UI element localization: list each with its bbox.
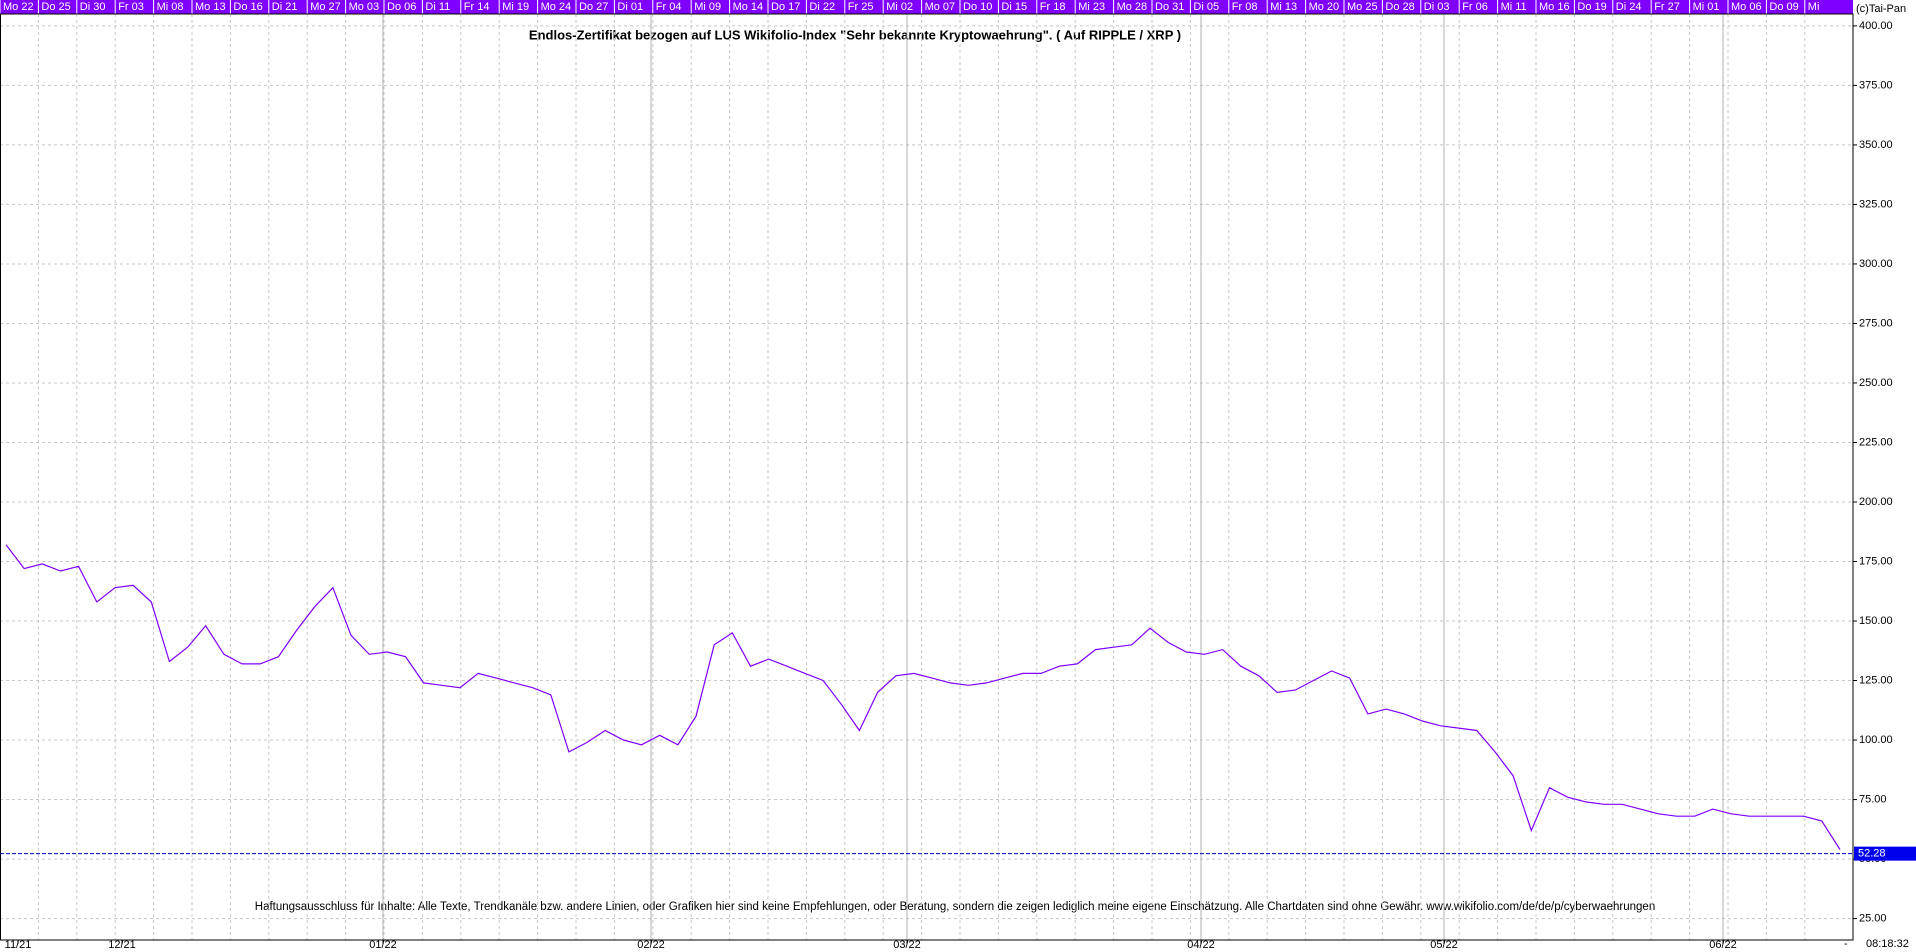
date-label: Fr 03 — [118, 1, 144, 13]
date-label: Fr 14 — [464, 1, 490, 13]
date-label: Mo 07 — [925, 1, 956, 13]
date-label: Mo 20 — [1309, 1, 1340, 13]
date-label: Mi 01 — [1693, 1, 1720, 13]
x-tick-label: 04/22 — [1187, 939, 1215, 951]
y-tick-label: 125.00 — [1859, 674, 1893, 686]
last-value-box — [1854, 846, 1916, 861]
date-label: Mi 23 — [1078, 1, 1105, 13]
y-tick-label: 400.00 — [1859, 20, 1893, 32]
date-label: Mi — [1808, 1, 1820, 13]
y-tick-label: 375.00 — [1859, 79, 1893, 91]
date-label: Di 21 — [272, 1, 298, 13]
date-label: Mo 03 — [349, 1, 380, 13]
date-label: Di 11 — [425, 1, 450, 13]
date-label: Mi 02 — [886, 1, 913, 13]
date-label: Mo 25 — [1347, 1, 1378, 13]
date-label: Di 15 — [1001, 1, 1027, 13]
x-tick-label: 05/22 — [1430, 939, 1458, 951]
date-label: Do 31 — [1155, 1, 1184, 13]
date-label: Di 22 — [809, 1, 835, 13]
plot-frame — [0, 13, 1854, 941]
x-tick-label: 01/22 — [369, 939, 397, 951]
date-label: Do 09 — [1769, 1, 1798, 13]
date-label: Mo 24 — [541, 1, 572, 13]
date-label: Di 03 — [1424, 1, 1450, 13]
date-label: Di 05 — [1193, 1, 1219, 13]
date-label: Fr 25 — [848, 1, 874, 13]
y-tick-label: 75.00 — [1859, 793, 1887, 805]
date-label: Do 17 — [771, 1, 800, 13]
date-label: Mo 13 — [195, 1, 226, 13]
x-tick-label: 02/22 — [637, 939, 665, 951]
date-label: Mo 06 — [1731, 1, 1762, 13]
date-label: Fr 27 — [1654, 1, 1680, 13]
date-label: Mo 28 — [1117, 1, 1148, 13]
date-label: Mi 11 — [1501, 1, 1527, 13]
date-label: Do 06 — [387, 1, 416, 13]
disclaimer: Haftungsausschluss für Inhalte: Alle Tex… — [255, 901, 1655, 913]
date-label: Mo 16 — [1539, 1, 1570, 13]
x-tick-label: 03/22 — [893, 939, 921, 951]
date-label: Di 24 — [1616, 1, 1642, 13]
date-label: Fr 04 — [656, 1, 682, 13]
date-label: Do 10 — [963, 1, 992, 13]
date-label: Mi 13 — [1270, 1, 1297, 13]
y-tick-label: 150.00 — [1859, 615, 1893, 627]
date-label: Fr 08 — [1232, 1, 1258, 13]
y-tick-label: 350.00 — [1859, 139, 1893, 151]
clock: 08:18:32 — [1866, 938, 1909, 950]
y-tick-label: 250.00 — [1859, 377, 1893, 389]
date-label: Mo 22 — [3, 1, 34, 13]
date-bar: Mo 22 Do 25 Di 30 Fr 03 Mi 08 Mo 13 Do 16 Di 21… — [0, 0, 1853, 14]
copyright: (c)Tai-Pan — [1856, 3, 1906, 15]
y-tick-label: 300.00 — [1859, 258, 1893, 270]
y-tick-label: 100.00 — [1859, 734, 1893, 746]
date-label: Mi 19 — [502, 1, 529, 13]
price-line — [5, 544, 1841, 850]
date-label: Do 25 — [41, 1, 70, 13]
date-label: Mi 08 — [157, 1, 184, 13]
axis-end-marker: - — [1844, 938, 1848, 950]
y-tick-label: 325.00 — [1859, 198, 1893, 210]
date-bar-bg — [0, 0, 1853, 14]
y-tick-label: 225.00 — [1859, 436, 1893, 448]
date-label: Mo 27 — [310, 1, 341, 13]
y-tick-label: 200.00 — [1859, 496, 1893, 508]
date-label: Mo 14 — [733, 1, 764, 13]
y-tick-label: 175.00 — [1859, 555, 1893, 567]
y-tick-label: 275.00 — [1859, 317, 1893, 329]
x-tick-label: 11/21 — [5, 939, 32, 951]
last-value-label: 52.28 — [1858, 848, 1886, 860]
chart-title: Endlos-Zertifikat bezogen auf LUS Wikifo… — [529, 27, 1181, 42]
date-label: Mi 09 — [694, 1, 721, 13]
y-tick-label: 25.00 — [1859, 912, 1887, 924]
date-label: Di 30 — [80, 1, 106, 13]
x-tick-label: 06/22 — [1709, 939, 1737, 951]
x-tick-label: 12/21 — [108, 939, 136, 951]
date-label: Do 19 — [1577, 1, 1606, 13]
date-label: Do 16 — [233, 1, 262, 13]
date-label: Fr 18 — [1040, 1, 1066, 13]
date-label: Do 27 — [579, 1, 608, 13]
date-label: Di 01 — [617, 1, 643, 13]
date-label: Do 28 — [1385, 1, 1414, 13]
date-label: Fr 06 — [1462, 1, 1488, 13]
